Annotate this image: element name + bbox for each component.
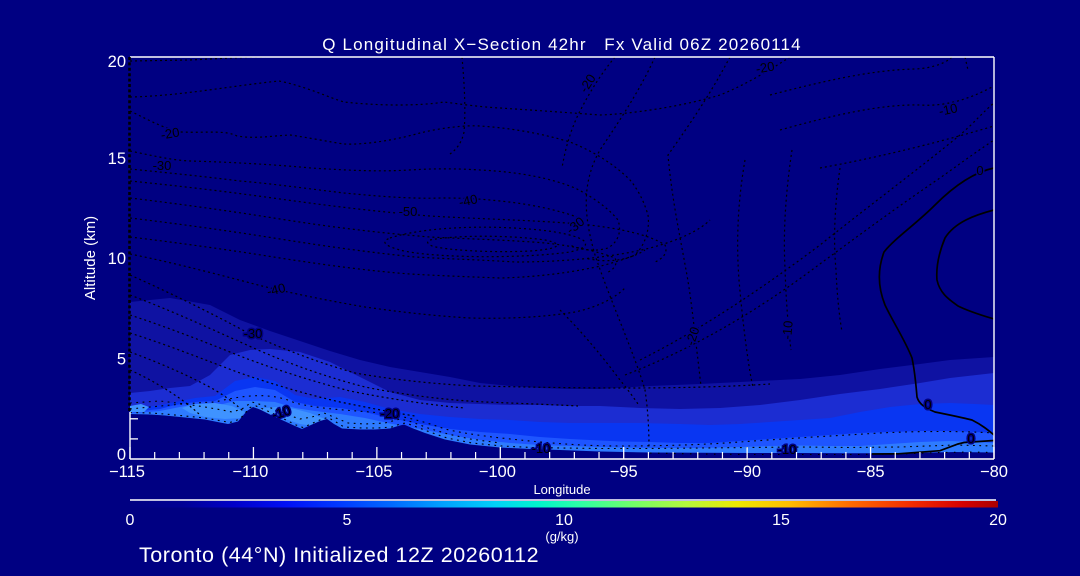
svg-text:5: 5 (343, 512, 352, 529)
svg-text:10: 10 (108, 250, 126, 268)
svg-text:−80: −80 (980, 463, 1008, 481)
svg-text:15: 15 (108, 150, 126, 168)
svg-text:-20: -20 (682, 325, 702, 348)
svg-text:−110: −110 (232, 463, 268, 481)
svg-text:-20: -20 (381, 406, 400, 421)
svg-text:-20: -20 (755, 58, 776, 76)
svg-text:0: 0 (126, 512, 135, 529)
svg-text:-30: -30 (244, 326, 263, 341)
svg-text:5: 5 (117, 351, 126, 369)
svg-text:Q Longitudinal X−Section 42hr: Q Longitudinal X−Section 42hr Fx Valid 0… (322, 35, 801, 54)
svg-text:-10: -10 (778, 442, 797, 457)
svg-text:-10: -10 (270, 402, 293, 422)
svg-text:Longitude: Longitude (533, 482, 590, 497)
svg-text:Toronto (44°N) Initialized 12Z: Toronto (44°N) Initialized 12Z 20260112 (139, 543, 539, 567)
svg-text:−85: −85 (857, 463, 885, 481)
svg-text:−90: −90 (733, 463, 761, 481)
svg-text:-10: -10 (532, 441, 551, 456)
svg-text:-50: -50 (399, 204, 418, 219)
svg-text:−105: −105 (355, 463, 392, 481)
svg-text:15: 15 (772, 512, 790, 529)
svg-text:0: 0 (976, 163, 983, 178)
svg-text:-40: -40 (265, 280, 287, 299)
svg-text:Altitude (km): Altitude (km) (82, 216, 99, 300)
svg-text:0: 0 (924, 397, 931, 412)
svg-text:-40: -40 (457, 191, 479, 210)
svg-text:0: 0 (117, 446, 126, 464)
svg-text:−115: −115 (109, 463, 145, 481)
svg-text:(g/kg): (g/kg) (545, 529, 578, 544)
svg-text:20: 20 (108, 53, 126, 71)
svg-text:10: 10 (555, 512, 573, 529)
svg-text:-10: -10 (937, 100, 959, 119)
svg-text:-30: -30 (153, 158, 172, 173)
svg-text:-10: -10 (779, 320, 796, 340)
svg-text:−95: −95 (610, 463, 638, 481)
svg-text:−100: −100 (479, 463, 516, 481)
svg-text:0: 0 (967, 431, 974, 446)
svg-text:-20: -20 (160, 124, 181, 142)
svg-text:20: 20 (989, 512, 1007, 529)
